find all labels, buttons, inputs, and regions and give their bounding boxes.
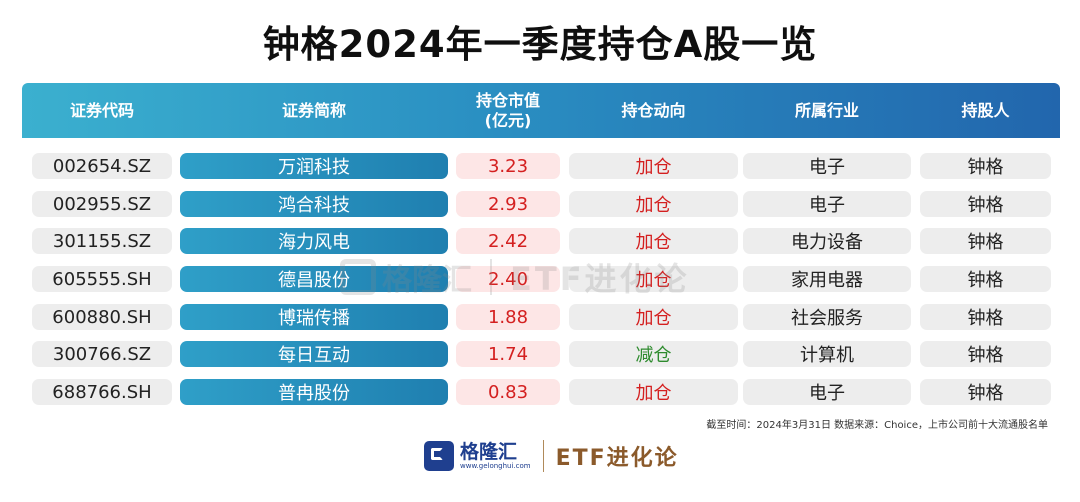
table-row: 688766.SH 普冉股份 0.83 加仓 电子 钟格 [0,379,1080,405]
header-industry: 所属行业 [794,100,859,120]
cell-holder: 钟格 [920,228,1051,254]
header-name: 证券简称 [281,100,346,120]
cell-action: 加仓 [569,191,738,217]
footer-divider [542,440,544,472]
cell-code: 605555.SH [32,266,172,292]
cell-holder: 钟格 [920,153,1051,179]
cell-holder: 钟格 [920,341,1051,367]
cell-holder: 钟格 [920,379,1051,405]
cell-name: 万润科技 [180,153,448,179]
cell-code: 300766.SZ [32,341,172,367]
cell-industry: 电子 [743,191,911,217]
logo-text: 格隆汇 www.gelonghui.com [460,442,531,471]
cell-value: 2.42 [456,228,560,254]
cell-name: 博瑞传播 [180,304,448,330]
cell-industry: 计算机 [743,341,911,367]
cell-name: 海力风电 [180,228,448,254]
cell-industry: 社会服务 [743,304,911,330]
cell-holder: 钟格 [920,266,1051,292]
header-action: 持仓动向 [621,100,686,120]
cell-action: 加仓 [569,153,738,179]
cell-value: 2.93 [456,191,560,217]
cell-industry: 家用电器 [743,266,911,292]
cell-code: 688766.SH [32,379,172,405]
header-value: 持仓市值 (亿元) [456,83,560,138]
cell-name: 鸿合科技 [180,191,448,217]
cell-value: 3.23 [456,153,560,179]
footer-brand: 格隆汇 [460,440,518,463]
table-row: 002955.SZ 鸿合科技 2.93 加仓 电子 钟格 [0,191,1080,217]
page-title: 钟格2024年一季度持仓A股一览 [262,23,818,66]
header-value-line2: (亿元) [484,110,532,130]
header-code: 证券代码 [69,100,134,120]
header-holder: 持股人 [961,100,1010,120]
table-row: 301155.SZ 海力风电 2.42 加仓 电力设备 钟格 [0,228,1080,254]
cell-action: 加仓 [569,304,738,330]
cell-value: 0.83 [456,379,560,405]
table-header: 证券代码 证券简称 持仓市值 (亿元) 持仓动向 所属行业 持股人 [22,83,1060,138]
cell-action: 加仓 [569,266,738,292]
footer-logo: 格隆汇 www.gelonghui.com ETF进化论 [424,436,679,476]
cell-action: 减仓 [569,341,738,367]
cell-industry: 电子 [743,153,911,179]
table-row: 605555.SH 德昌股份 2.40 加仓 家用电器 钟格 [0,266,1080,292]
source-note: 截至时间：2024年3月31日 数据来源：Choice，上市公司前十大流通股名单 [706,420,1048,431]
cell-value: 2.40 [456,266,560,292]
table-row: 300766.SZ 每日互动 1.74 减仓 计算机 钟格 [0,341,1080,367]
cell-code: 301155.SZ [32,228,172,254]
footer-url: www.gelonghui.com [460,461,531,470]
cell-name: 每日互动 [180,341,448,367]
cell-code: 600880.SH [32,304,172,330]
cell-holder: 钟格 [920,304,1051,330]
table-row: 002654.SZ 万润科技 3.23 加仓 电子 钟格 [0,153,1080,179]
cell-code: 002955.SZ [32,191,172,217]
header-value-line1: 持仓市值 [475,90,540,110]
cell-action: 加仓 [569,228,738,254]
cell-industry: 电子 [743,379,911,405]
table-row: 600880.SH 博瑞传播 1.88 加仓 社会服务 钟格 [0,304,1080,330]
cell-holder: 钟格 [920,191,1051,217]
cell-value: 1.74 [456,341,560,367]
cell-value: 1.88 [456,304,560,330]
cell-action: 加仓 [569,379,738,405]
gelonghui-logo-icon [424,441,454,471]
cell-name: 德昌股份 [180,266,448,292]
footer-etf: ETF进化论 [555,446,679,471]
cell-name: 普冉股份 [180,379,448,405]
cell-industry: 电力设备 [743,228,911,254]
cell-code: 002654.SZ [32,153,172,179]
